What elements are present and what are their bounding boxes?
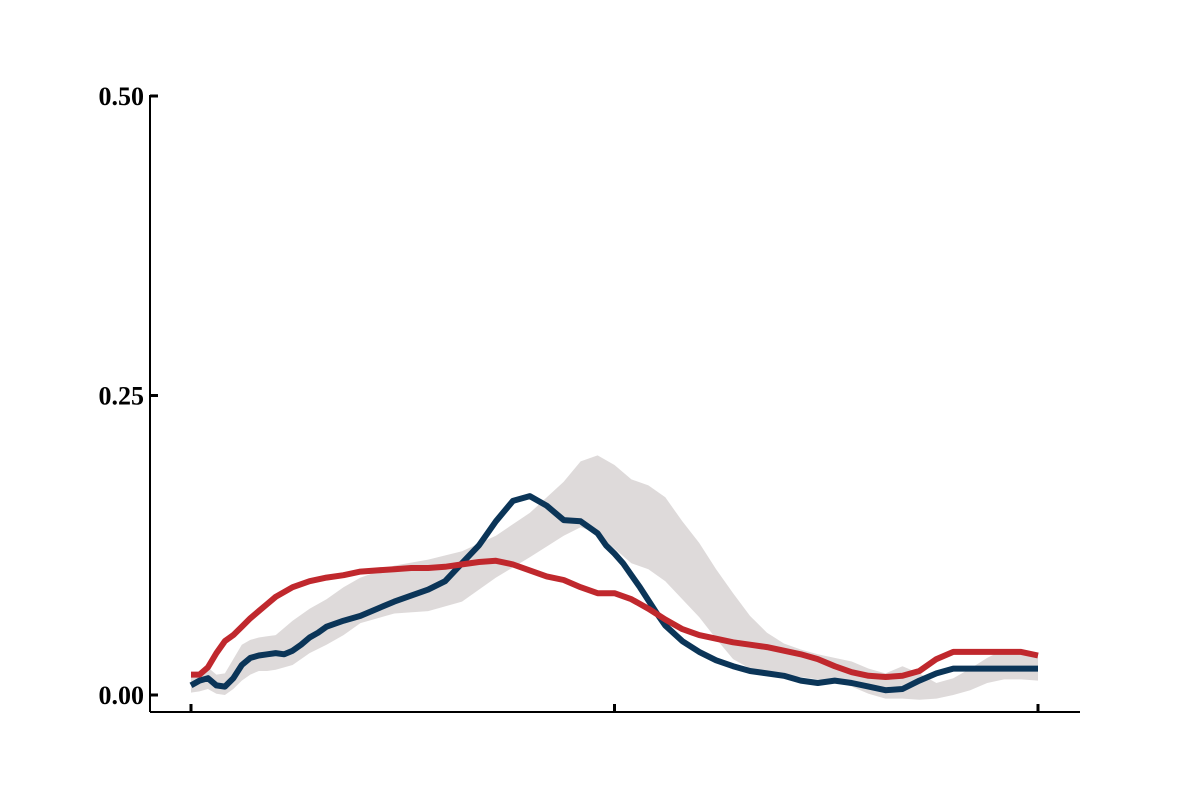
series-line-2 [191,557,1039,680]
series-layer [189,493,1039,694]
y-tick-label: 0.50 [99,82,145,111]
series-line-1 [189,493,1038,694]
axes-layer [149,95,1080,713]
y-tick-label: 0.25 [99,382,145,411]
confidence-band [191,455,1038,700]
confidence-band-layer [191,455,1038,700]
y-tick-label: 0.00 [99,681,145,710]
ticks-layer: 0.00 0.25 0.50 [99,82,1040,712]
